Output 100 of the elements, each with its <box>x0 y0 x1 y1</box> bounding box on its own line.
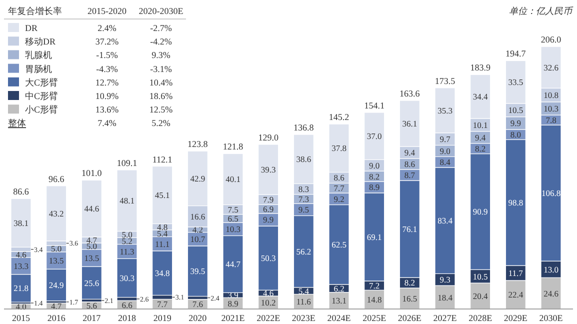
x-tick-label: 2018 <box>118 313 136 323</box>
data-label: 9.0 <box>440 146 450 156</box>
annotation: 10.4% <box>149 77 174 88</box>
annotation: 18.6% <box>149 91 174 101</box>
data-label: 44.6 <box>84 204 100 214</box>
annotation: 13.6% <box>95 104 120 115</box>
legend-label: 乳腺机 <box>25 50 52 60</box>
total-label: 129.0 <box>258 132 279 142</box>
data-label: 10.1 <box>472 120 488 130</box>
data-label: 37.8 <box>332 143 346 154</box>
data-label: 83.4 <box>438 216 454 226</box>
data-label: 10.3 <box>544 103 558 114</box>
data-label: 9.9 <box>510 118 521 128</box>
data-label: 38.1 <box>14 218 28 228</box>
data-label: 20.4 <box>472 291 489 301</box>
annotation: 整体 <box>8 118 26 128</box>
data-label: 37.0 <box>366 131 382 142</box>
data-label: 8.9 <box>228 298 238 308</box>
data-label: 39.5 <box>190 266 206 276</box>
data-label: 10.5 <box>472 271 488 282</box>
legend-label: 小C形臂 <box>25 104 58 115</box>
data-label: 106.8 <box>541 188 561 198</box>
data-label: 7.3 <box>298 194 309 204</box>
data-label: 14.8 <box>366 294 382 305</box>
data-label: 7.7 <box>157 299 168 310</box>
data-label: 10.7 <box>190 234 206 244</box>
data-label: 11.3 <box>120 246 134 256</box>
x-tick-label: 2029E <box>504 313 528 323</box>
data-label: 48.1 <box>120 196 134 206</box>
annotation: 37.2% <box>95 36 120 47</box>
data-label: 5.0 <box>51 244 62 254</box>
data-label: 42.9 <box>190 173 206 184</box>
data-label: 8.6 <box>334 172 344 183</box>
data-label: 40.1 <box>226 174 240 184</box>
data-label: 38.6 <box>296 154 312 164</box>
text: 2015-2020 <box>88 6 126 16</box>
annotation: 12.5% <box>149 104 174 115</box>
data-label: 30.3 <box>120 272 134 283</box>
data-label: 98.8 <box>508 198 524 208</box>
total-label: 136.8 <box>294 122 314 133</box>
data-label: 10.5 <box>508 105 524 116</box>
data-label: 69.1 <box>366 232 382 242</box>
data-label: 34.8 <box>154 268 170 278</box>
data-label: 7.9 <box>263 194 274 205</box>
x-tick-label: 2030E <box>539 313 564 323</box>
data-label: 6.9 <box>263 204 274 214</box>
data-label: 9.4 <box>404 148 416 158</box>
data-label: 8.4 <box>440 157 452 168</box>
data-label: 10.2 <box>260 298 276 308</box>
annotation: -4.3% <box>96 64 118 74</box>
data-label: 4.7 <box>86 234 97 245</box>
annotation: 5.2% <box>152 118 171 128</box>
data-label: 9.9 <box>263 214 274 225</box>
data-label: 36.1 <box>402 118 418 129</box>
x-tick-label: 2027E <box>433 313 458 323</box>
data-label: 16.5 <box>402 293 418 304</box>
data-label: 21.8 <box>14 283 28 294</box>
data-label: 4.6 <box>16 249 26 260</box>
data-label: 5.6 <box>86 300 97 310</box>
x-tick-label: 2019 <box>153 313 172 323</box>
data-label: 7.8 <box>546 115 556 126</box>
data-label: 10.8 <box>544 90 558 100</box>
data-label: 13.3 <box>14 260 28 271</box>
annotation: -3.1% <box>150 64 172 74</box>
total-label: 145.2 <box>328 112 350 122</box>
legend-label: 移动DR <box>25 36 56 47</box>
data-label: 4.2 <box>192 224 203 235</box>
total-label: 96.6 <box>48 174 65 184</box>
x-tick-label: 2024E <box>327 313 352 323</box>
total-label: 112.1 <box>152 154 172 164</box>
data-label: 9.5 <box>298 204 309 215</box>
data-label: 90.9 <box>472 206 488 217</box>
x-tick-label: 2026E <box>398 313 422 323</box>
legend-label: 中C形臂 <box>25 91 58 101</box>
x-tick-label: 2025E <box>362 313 387 323</box>
data-label: 16.6 <box>190 211 206 222</box>
total-label: 101.0 <box>82 168 102 178</box>
data-label: 56.2 <box>296 246 312 257</box>
data-label: 13.0 <box>544 264 558 274</box>
data-label: 13.1 <box>332 296 346 306</box>
data-label: 4.8 <box>157 222 168 232</box>
legend-label: DR <box>25 23 38 33</box>
data-label: 39.3 <box>260 164 276 175</box>
text: -2.7% <box>150 23 172 33</box>
data-label: 13.5 <box>84 252 100 263</box>
data-label: 22.4 <box>508 290 524 300</box>
data-label: 11.7 <box>508 268 523 278</box>
data-label: 13.5 <box>48 256 64 266</box>
x-tick-label: 2023E <box>292 313 316 323</box>
data-label: 8.3 <box>298 184 309 194</box>
data-label: 7.2 <box>369 280 380 291</box>
data-label: 4.7 <box>51 301 62 312</box>
x-tick-label: 2020 <box>188 313 208 323</box>
total-label: 163.6 <box>400 88 420 99</box>
text: 2020-2030E <box>138 6 184 16</box>
x-tick-label: 2017 <box>82 313 102 323</box>
data-label: 10.3 <box>226 224 240 234</box>
annotation: 12.7% <box>95 77 120 88</box>
data-label: 7.7 <box>334 183 344 194</box>
total-label: 109.1 <box>116 158 138 168</box>
